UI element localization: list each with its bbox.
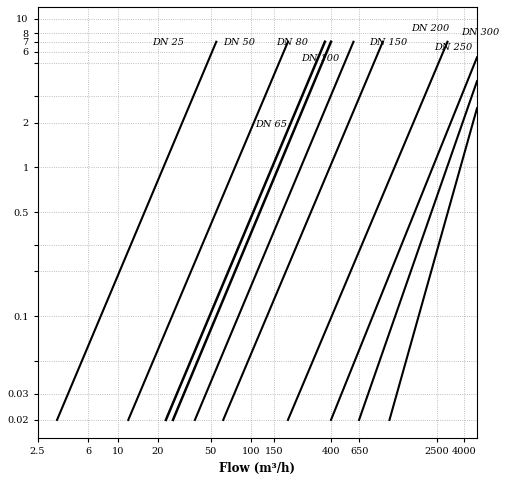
Text: DN 100: DN 100	[301, 54, 340, 64]
Text: DN 200: DN 200	[411, 24, 450, 33]
Text: DN 150: DN 150	[370, 38, 408, 47]
Text: DN 300: DN 300	[461, 28, 499, 37]
Text: DN 250: DN 250	[434, 43, 473, 52]
Text: DN 80: DN 80	[276, 38, 308, 47]
Text: DN 65: DN 65	[256, 120, 288, 129]
Text: DN 25: DN 25	[152, 38, 184, 47]
Text: DN 50: DN 50	[223, 38, 255, 47]
X-axis label: Flow (m³/h): Flow (m³/h)	[219, 462, 295, 475]
